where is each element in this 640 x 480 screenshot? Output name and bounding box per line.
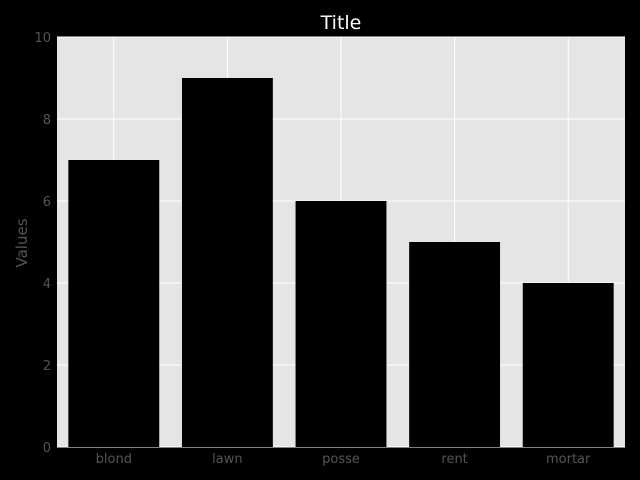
- bar-mortar: [522, 283, 614, 447]
- bar-lawn: [181, 78, 273, 447]
- x-tick-label: rent: [441, 452, 467, 467]
- x-tick-label: mortar: [546, 452, 591, 467]
- y-tick-label: 6: [43, 195, 51, 210]
- y-tick-label: 0: [43, 441, 51, 456]
- plot-area: 0 2 4 6 8 10 blond lawn posse rent mortar: [34, 31, 625, 467]
- x-tick-label: posse: [322, 452, 360, 467]
- x-tick-label: blond: [96, 452, 132, 467]
- chart-title: Title: [320, 12, 362, 34]
- bar-rent: [409, 242, 501, 447]
- x-tick-label: lawn: [212, 452, 242, 467]
- y-tick-label: 10: [34, 31, 51, 46]
- y-tick-label: 2: [43, 359, 51, 374]
- y-tick-label: 8: [43, 113, 51, 128]
- y-axis-label: Values: [13, 218, 31, 267]
- y-tick-label: 4: [43, 277, 51, 292]
- bar-posse: [295, 201, 387, 447]
- bar-blond: [68, 160, 160, 447]
